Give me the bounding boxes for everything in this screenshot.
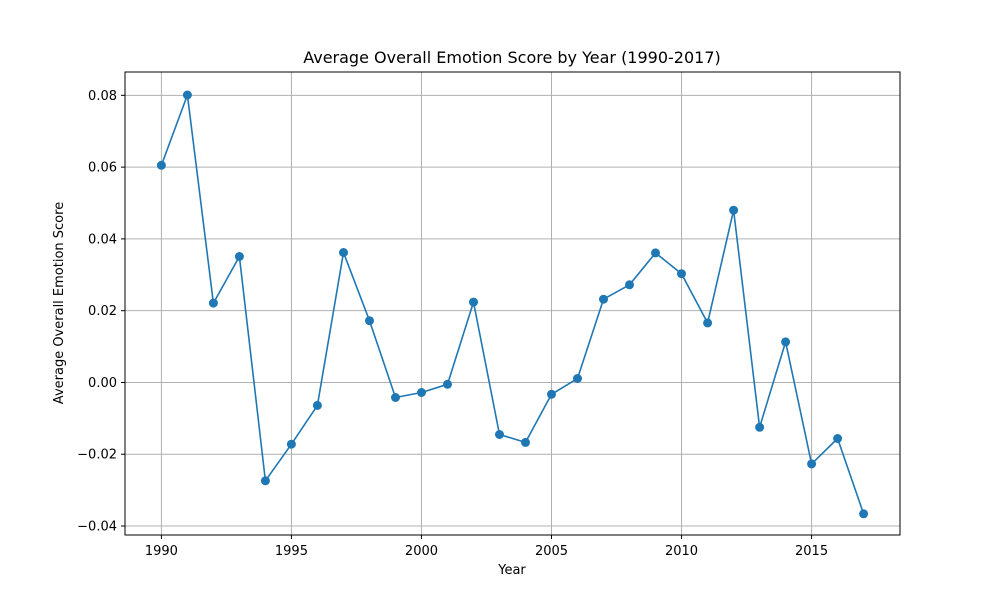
y-tick-label: 0.04 <box>88 232 117 247</box>
data-point <box>208 298 218 308</box>
series-layer <box>156 90 869 519</box>
y-tick-label: 0.06 <box>88 161 117 176</box>
data-point <box>521 437 530 447</box>
data-point <box>677 269 686 279</box>
y-tick-label: 0.00 <box>88 376 117 391</box>
data-point <box>339 248 348 257</box>
data-point <box>469 297 478 307</box>
series-line <box>160 94 865 515</box>
x-tick-label: 2000 <box>405 544 438 559</box>
y-tick-label: −0.02 <box>77 448 117 463</box>
grid-lines <box>125 72 900 535</box>
data-point <box>391 393 400 402</box>
x-tick-label: 2010 <box>665 544 698 559</box>
data-point <box>312 400 322 410</box>
x-tick-label: 1995 <box>275 544 308 559</box>
chart-title: Average Overall Emotion Score by Year (1… <box>303 48 721 67</box>
plot-frame <box>124 71 901 536</box>
data-point <box>547 389 556 399</box>
data-point <box>234 252 244 261</box>
y-tick-label: 0.02 <box>88 304 117 319</box>
data-point <box>807 459 817 469</box>
x-tick-label: 2015 <box>795 544 828 559</box>
data-point <box>729 205 739 215</box>
data-point <box>286 439 296 449</box>
data-point <box>833 434 843 443</box>
data-point <box>156 160 166 170</box>
data-point <box>781 337 791 347</box>
data-point <box>495 430 504 439</box>
y-tick-label: 0.08 <box>88 89 117 104</box>
data-point <box>859 509 869 519</box>
data-point <box>755 422 765 432</box>
x-tick-label: 1990 <box>145 544 178 559</box>
data-point <box>573 374 582 383</box>
data-point <box>703 318 713 328</box>
data-point <box>443 379 452 389</box>
y-tick-label: −0.04 <box>77 520 117 535</box>
axes: 1990 1995 2000 2005 2010 2015 −0.04 −0.02 0.00 0.… <box>77 89 828 559</box>
x-axis-label: Year <box>497 563 526 578</box>
data-point <box>260 476 270 486</box>
data-point <box>599 294 608 304</box>
data-point <box>365 316 374 326</box>
data-point <box>651 248 660 258</box>
data-point <box>182 90 192 100</box>
data-point <box>625 280 634 290</box>
y-axis-label: Average Overall Emotion Score <box>52 202 67 404</box>
x-tick-label: 2005 <box>535 544 568 559</box>
data-point <box>417 388 426 397</box>
